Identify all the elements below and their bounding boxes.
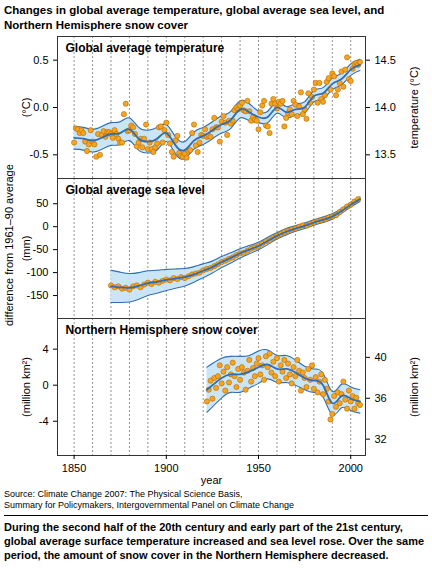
svg-text:1950: 1950 — [246, 462, 270, 474]
svg-text:-100: -100 — [26, 266, 48, 278]
svg-text:(million km²): (million km²) — [20, 357, 32, 417]
svg-text:1850: 1850 — [62, 462, 86, 474]
html-text:Summary for Policymakers, Inte: Summary for Policymakers, Intergovernmen… — [4, 500, 295, 510]
svg-text:14.0: 14.0 — [375, 101, 396, 113]
html-text:Source: Climate Change 2007: T: Source: Climate Change 2007: The Physica… — [4, 489, 243, 499]
svg-text:Global average temperature: Global average temperature — [66, 41, 225, 55]
svg-text:14.5: 14.5 — [375, 54, 396, 66]
svg-text:4: 4 — [42, 343, 48, 355]
svg-text:(mm): (mm) — [20, 236, 32, 262]
svg-text:0: 0 — [42, 220, 48, 232]
svg-text:Global average sea level: Global average sea level — [66, 183, 205, 197]
html-text:difference from 1961–90 averag: difference from 1961–90 average — [3, 164, 15, 327]
svg-text:-50: -50 — [33, 243, 49, 255]
svg-text:Northern Hemisphere snow cover: Northern Hemisphere snow cover — [66, 323, 258, 337]
html-text:Changes in global average temp: Changes in global average temperature, g… — [4, 4, 385, 31]
svg-text:40: 40 — [375, 351, 387, 363]
svg-text:-0.5: -0.5 — [30, 148, 49, 160]
svg-text:50: 50 — [36, 197, 48, 209]
svg-text:temperature (°C): temperature (°C) — [408, 66, 420, 148]
svg-text:2000: 2000 — [339, 462, 363, 474]
svg-text:(million km²): (million km²) — [408, 357, 420, 417]
svg-text:-150: -150 — [26, 289, 48, 301]
svg-text:-4: -4 — [39, 415, 49, 427]
svg-text:(°C): (°C) — [20, 98, 32, 118]
html-text:During the second half of the: During the second half of the 20th centu… — [4, 521, 424, 561]
svg-text:1900: 1900 — [154, 462, 178, 474]
svg-text:0: 0 — [42, 379, 48, 391]
svg-text:36: 36 — [375, 392, 387, 404]
svg-text:32: 32 — [375, 433, 387, 445]
svg-text:13.5: 13.5 — [375, 148, 396, 160]
svg-text:year: year — [201, 474, 223, 486]
svg-text:0.0: 0.0 — [33, 101, 48, 113]
svg-text:0.5: 0.5 — [33, 54, 48, 66]
